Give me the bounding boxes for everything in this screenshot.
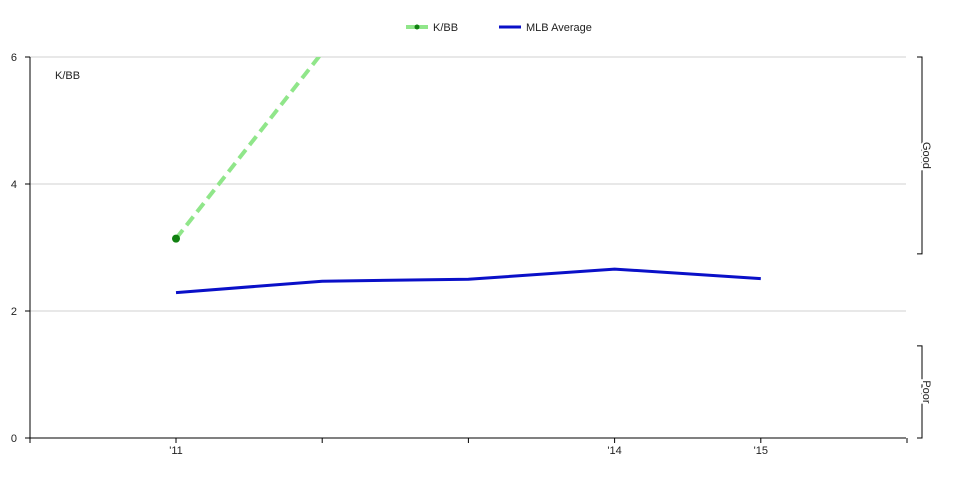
y-tick-label-6: 6 [11, 52, 17, 64]
legend-label-1: MLB Average [526, 22, 592, 34]
x-tick-label-0: '11 [169, 445, 183, 457]
legend-label-0: K/BB [433, 22, 458, 34]
y-tick-label-0: 0 [11, 433, 17, 445]
band-bracket-0 [917, 56, 923, 255]
series-layer [172, 57, 761, 295]
series-0-point-0 [172, 234, 180, 243]
legend: K/BB MLB Average [406, 22, 592, 34]
x-tick-label-3: '14 [607, 445, 621, 457]
y-tick-label-2: 2 [11, 306, 17, 318]
band-label-0: Good [920, 142, 932, 169]
rating-bands: Good Poor [917, 56, 934, 439]
legend-marker-0 [414, 24, 420, 30]
series-line-0 [174, 57, 322, 240]
band-bracket-1 [917, 345, 923, 439]
band-label-1: Poor [920, 380, 932, 404]
series-line-1 [175, 267, 761, 295]
gridlines [30, 56, 906, 312]
y-tick-label-4: 4 [11, 179, 17, 191]
inset-label: K/BB [55, 70, 80, 82]
x-tick-label-4: '15 [754, 445, 768, 457]
axes: 0 2 4 6 '11 '14 '15 [11, 52, 908, 457]
